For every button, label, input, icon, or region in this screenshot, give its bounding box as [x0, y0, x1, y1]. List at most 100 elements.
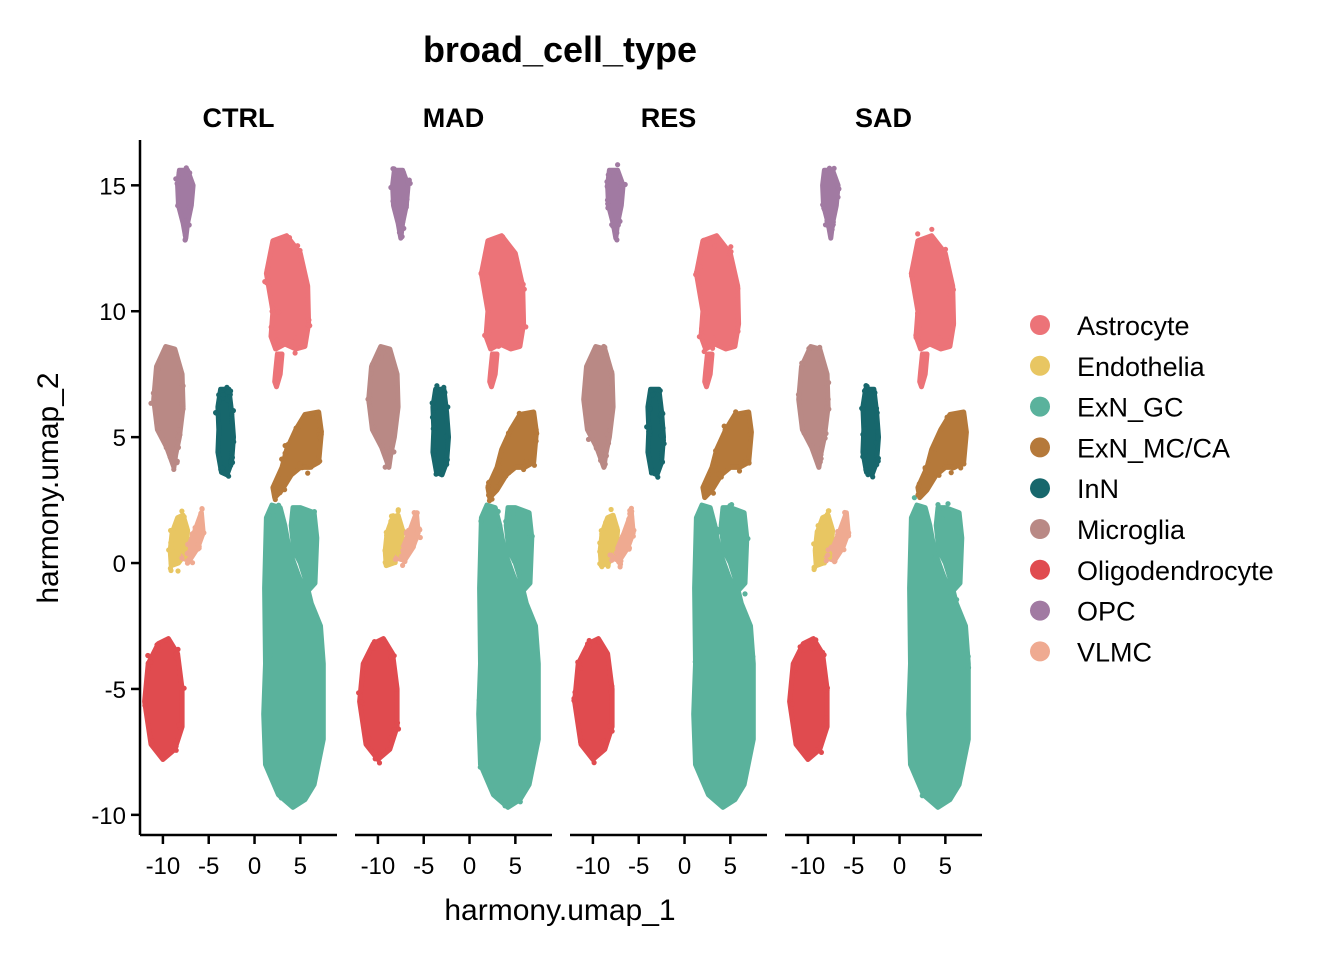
legend-label-opc: OPC [1077, 597, 1136, 627]
x-tick-label: 0 [248, 853, 261, 880]
point-inn-mad [432, 448, 438, 454]
point-exn-gc-sad [962, 727, 969, 733]
point-exn-mc-ca-sad [931, 445, 937, 451]
point-opc-mad [400, 219, 406, 225]
point-oligodendrocyte-mad [366, 735, 372, 741]
point-vlmc-sad [825, 552, 831, 558]
point-oligodendrocyte-ctrl [145, 653, 151, 659]
point-exn-gc-ctrl [295, 581, 301, 587]
point-astrocyte-sad [946, 282, 953, 288]
point-exn-mc-ca-ctrl [318, 431, 324, 438]
cluster-astrocyte-ctrl-tail [272, 351, 285, 390]
point-oligodendrocyte-ctrl [173, 655, 179, 661]
point-astrocyte-ctrl [268, 324, 274, 330]
point-vlmc-ctrl [198, 510, 204, 516]
point-microglia-mad [391, 449, 397, 455]
point-inn-sad [869, 469, 875, 475]
point-exn-gc-sad [931, 556, 937, 562]
point-exn-gc-mad [517, 799, 523, 805]
point-astrocyte-sad [915, 231, 921, 237]
point-astrocyte-ctrl [275, 309, 282, 315]
point-microglia-res [600, 456, 607, 462]
point-endothelia-sad [816, 530, 822, 536]
point-exn-mc-ca-res [704, 482, 710, 488]
legend-marker-vlmc [1030, 641, 1050, 662]
cluster-astrocyte-sad-tail [917, 351, 930, 390]
point-oligodendrocyte-sad [793, 665, 799, 671]
point-microglia-ctrl [151, 395, 157, 401]
point-microglia-ctrl [171, 349, 177, 356]
point-astrocyte-ctrl [270, 309, 276, 315]
point-microglia-mad [392, 367, 399, 373]
point-endothelia-ctrl [179, 508, 185, 514]
point-astrocyte-res [735, 286, 741, 292]
legend-marker-oligodendrocyte [1030, 559, 1050, 580]
point-astrocyte-res [728, 249, 734, 255]
point-astrocyte-mad [500, 234, 506, 240]
point-exn-mc-ca-sad [916, 481, 922, 487]
point-exn-gc-mad [497, 522, 503, 528]
point-exn-gc-res [695, 701, 701, 707]
point-endothelia-ctrl [175, 568, 181, 574]
point-astrocyte-mad [516, 342, 522, 348]
point-vlmc-mad [400, 562, 406, 569]
point-microglia-res [605, 440, 612, 446]
point-exn-gc-sad [939, 516, 945, 522]
point-vlmc-ctrl [199, 506, 205, 512]
point-astrocyte-sad [950, 287, 957, 293]
point-opc-ctrl [177, 203, 183, 209]
point-oligodendrocyte-ctrl [172, 741, 178, 747]
point-vlmc-mad [410, 544, 416, 550]
point-oligodendrocyte-mad [376, 760, 383, 766]
y-tick-label: 5 [113, 425, 126, 452]
point-oligodendrocyte-sad [809, 645, 815, 652]
point-inn-sad [862, 449, 869, 455]
legend-marker-exn-mc-ca [1030, 437, 1050, 458]
point-exn-gc-sad [965, 665, 972, 671]
point-oligodendrocyte-res [600, 738, 607, 744]
point-endothelia-ctrl [168, 540, 174, 546]
point-exn-mc-ca-res [733, 409, 739, 415]
point-opc-res [614, 217, 620, 223]
point-opc-res [618, 197, 624, 204]
point-astrocyte-ctrl [264, 280, 270, 286]
point-exn-gc-sad [964, 658, 970, 665]
point-exn-gc-sad [935, 803, 942, 809]
point-microglia-sad [825, 396, 831, 402]
point-vlmc-sad [831, 559, 838, 565]
point-exn-gc-res [739, 510, 745, 516]
point-opc-res [606, 173, 612, 179]
point-exn-gc-res [748, 663, 754, 669]
point-exn-mc-ca-sad [948, 470, 954, 476]
point-astrocyte-sad [908, 270, 915, 277]
legend-marker-inn [1030, 478, 1050, 499]
point-inn-mad [443, 462, 449, 468]
point-exn-gc-mad [525, 510, 531, 516]
point-exn-gc-ctrl [262, 707, 268, 713]
point-inn-mad [433, 471, 439, 477]
point-exn-gc-sad [925, 521, 931, 527]
point-microglia-ctrl [171, 466, 177, 472]
point-exn-gc-res [720, 506, 726, 512]
point-microglia-mad [384, 460, 390, 466]
point-microglia-ctrl [167, 454, 173, 460]
point-microglia-res [593, 346, 599, 352]
legend-marker-opc [1030, 600, 1050, 621]
point-vlmc-ctrl [187, 554, 193, 560]
point-exn-gc-ctrl [276, 502, 282, 508]
point-inn-res [660, 411, 666, 417]
point-astrocyte-ctrl [286, 235, 293, 241]
point-inn-ctrl [213, 410, 219, 416]
point-inn-sad [873, 405, 880, 411]
x-tick-label: 5 [294, 853, 307, 880]
panel-label-res: RES [641, 103, 697, 133]
point-opc-ctrl [182, 232, 188, 239]
point-exn-mc-ca-res [736, 468, 743, 474]
point-microglia-sad [817, 457, 823, 463]
point-oligodendrocyte-ctrl [173, 747, 179, 753]
point-astrocyte-mad [482, 332, 488, 338]
point-inn-mad [444, 457, 450, 463]
point-exn-gc-sad [945, 501, 951, 507]
point-exn-gc-ctrl [290, 524, 296, 530]
point-endothelia-mad [388, 518, 394, 524]
